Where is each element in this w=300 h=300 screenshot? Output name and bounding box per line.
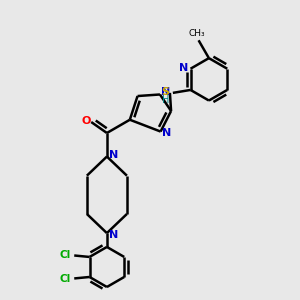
Text: N: N [161,87,170,97]
Text: CH₃: CH₃ [189,29,206,38]
Text: Cl: Cl [60,274,71,284]
Text: O: O [81,116,91,126]
Text: S: S [161,86,169,97]
Text: N: N [179,63,189,73]
Text: N: N [162,128,171,138]
Text: Cl: Cl [60,250,71,260]
Text: N: N [109,150,118,160]
Text: H: H [162,95,169,105]
Text: N: N [109,230,118,240]
